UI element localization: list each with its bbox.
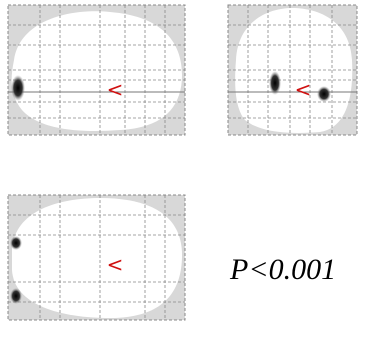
- activation: [10, 236, 22, 250]
- marker: <: [107, 78, 124, 102]
- activation: [11, 75, 25, 101]
- figure: < < < P<0.: [0, 0, 368, 339]
- panel-coronal: <: [228, 5, 357, 135]
- marker: <: [107, 253, 124, 277]
- brain-outline: [12, 11, 182, 131]
- threshold-label: P<0.001: [229, 253, 336, 286]
- activation: [269, 71, 281, 95]
- brain-outline: [235, 8, 352, 133]
- activation: [317, 86, 331, 102]
- activation: [10, 288, 22, 304]
- marker: <: [295, 78, 312, 102]
- panel-axial: <: [8, 195, 185, 320]
- panel-sagittal: <: [8, 5, 185, 135]
- brain-outline: [12, 198, 182, 318]
- page: < < < P<0.: [0, 0, 368, 339]
